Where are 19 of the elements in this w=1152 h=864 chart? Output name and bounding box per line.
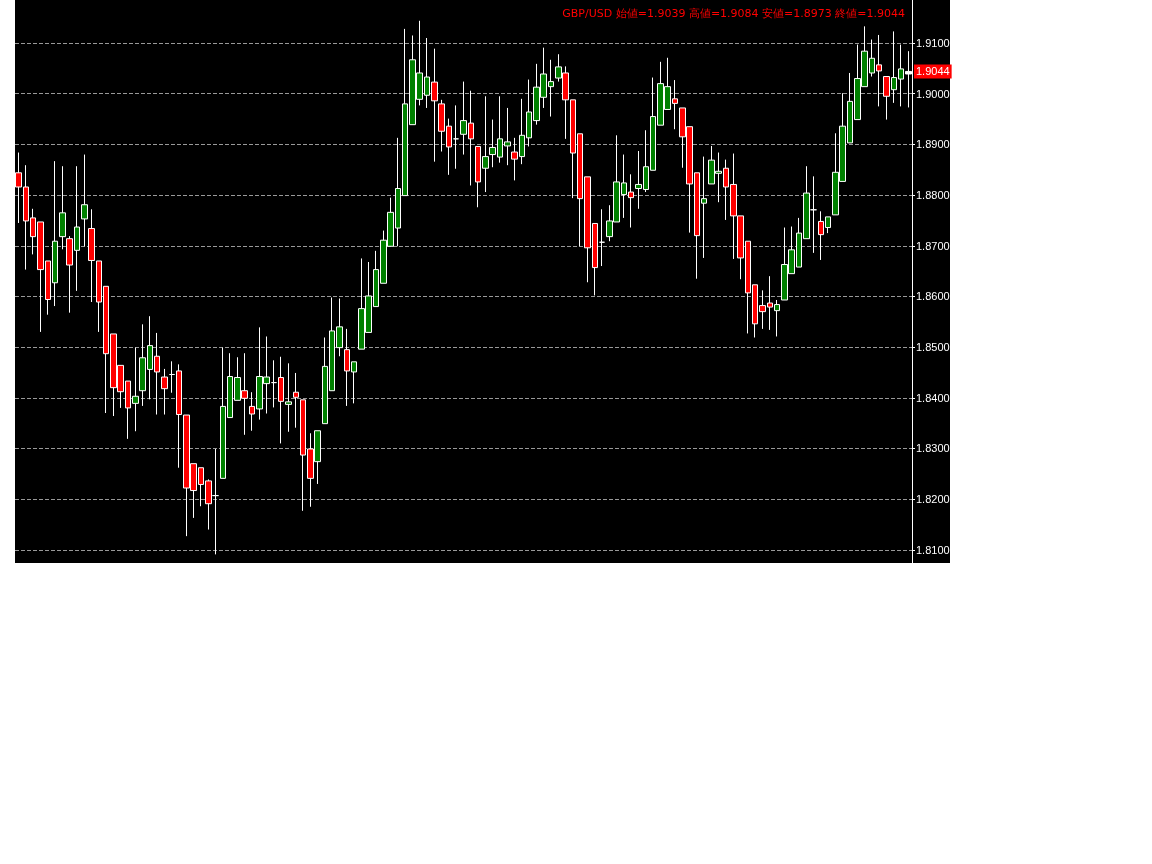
y-tick-label: 1.9000	[916, 87, 950, 100]
annotation: 1.9044	[916, 65, 950, 78]
candlestick	[293, 372, 299, 429]
candlestick	[599, 208, 605, 267]
y-tick-label: 1.8600	[916, 290, 950, 303]
candlestick	[453, 104, 459, 170]
y-tick-label: 1.9100	[916, 37, 950, 50]
y-tick-label: 1.8100	[916, 543, 950, 556]
candlestick	[161, 368, 168, 416]
candlestick	[59, 165, 66, 250]
y-tick-label: 1.8400	[916, 391, 950, 404]
y-tick-label: 1.8200	[916, 493, 950, 506]
y-tick-label: 1.8300	[916, 442, 950, 455]
y-tick-label: 1.8500	[916, 341, 950, 354]
y-tick-label: 1.8800	[916, 189, 950, 202]
text: GBP/USD 始値=1.9039 高値=1.9084 安値=1.8973 終値=1.9044	[562, 7, 906, 20]
candlestick	[81, 154, 88, 247]
y-tick-label: 1.8700	[916, 239, 950, 252]
y-tick-label: 1.8900	[916, 138, 950, 151]
